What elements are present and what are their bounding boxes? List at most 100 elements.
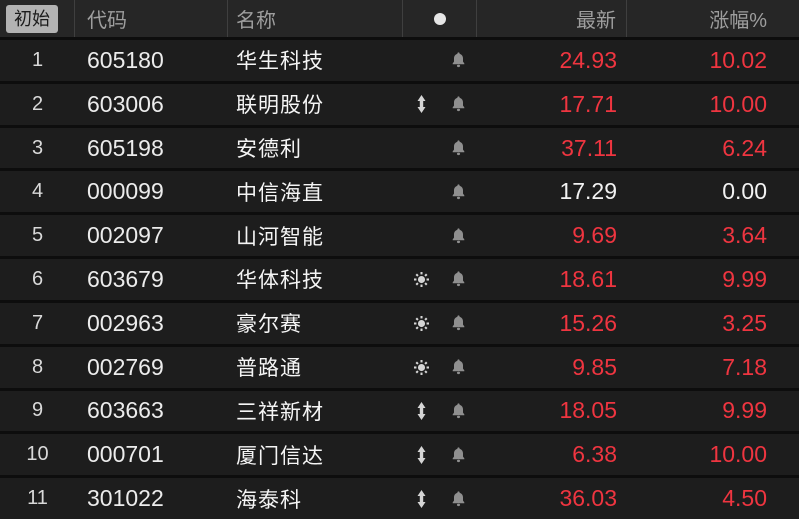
table-row[interactable]: 11 301022 海泰科 [0,478,799,519]
latest-price: 15.26 [559,309,617,336]
latest-price: 9.69 [572,222,617,249]
change-percent: 7.18 [722,353,767,380]
table-row[interactable]: 3 605198 安德利 [0,127,799,172]
row-icons [403,358,477,376]
stock-name: 华体科技 [236,269,324,293]
bell-icon[interactable] [440,402,477,420]
header-cell-initial: 初始 [0,0,75,37]
bell-icon[interactable] [440,446,477,464]
sun-icon [414,359,429,375]
table-row[interactable]: 10 000701 厦门信达 [0,434,799,479]
stock-code: 605180 [87,46,164,73]
stock-name: 普路通 [236,357,302,381]
rank-label: 2 [31,92,44,115]
rank-label: 8 [31,355,44,378]
bell-icon[interactable] [440,95,477,113]
bell-icon[interactable] [440,227,477,245]
rank-label: 7 [31,311,44,334]
bell-icon[interactable] [440,270,477,288]
stock-name: 中信海直 [236,181,324,205]
stock-code: 603663 [87,397,164,424]
table-row[interactable]: 1 605180 华生科技 [0,40,799,84]
table-row[interactable]: 7 002963 豪尔赛 [0,302,799,347]
stock-name: 联明股份 [236,94,324,118]
row-icons [403,139,477,157]
stock-code: 603006 [87,90,164,117]
stock-code: 603679 [87,265,164,292]
updown-arrow-icon [417,489,426,508]
updown-arrow-icon [417,401,426,420]
bell-icon[interactable] [440,183,477,201]
latest-price: 17.29 [559,178,617,205]
sun-icon [414,315,429,331]
header-cell-name[interactable]: 名称 [228,0,403,37]
bell-icon[interactable] [440,490,477,508]
rank-label: 4 [31,180,44,203]
stock-name: 山河智能 [236,225,324,249]
change-percent: 3.64 [722,222,767,249]
change-percent: 6.24 [722,134,767,161]
row-icons [403,95,477,114]
stock-type-icon [403,271,440,287]
latest-price: 17.71 [559,90,617,117]
updown-arrow-icon [417,445,426,464]
row-icons [403,183,477,201]
stock-code: 301022 [87,485,164,512]
row-icons [403,401,477,420]
updown-arrow-icon [417,95,426,114]
header-cell-code[interactable]: 代码 [75,0,228,37]
row-icons [403,51,477,69]
table-header: 初始 代码 名称 最新 涨幅% [0,0,799,40]
change-percent: 10.00 [709,441,767,468]
change-percent: 0.00 [722,178,767,205]
stock-code: 002963 [87,309,164,336]
change-percent: 10.02 [709,46,767,73]
rank-label: 3 [31,136,44,159]
latest-price: 24.93 [559,46,617,73]
header-cell-change[interactable]: 涨幅% [709,10,767,32]
rank-label: 1 [31,48,44,71]
latest-price: 6.38 [572,441,617,468]
change-percent: 10.00 [709,90,767,117]
latest-price: 9.85 [572,353,617,380]
initial-sort-button[interactable]: 初始 [6,4,58,33]
stock-code: 002769 [87,353,164,380]
change-percent: 9.99 [722,397,767,424]
table-row[interactable]: 6 603679 华体科技 [0,259,799,303]
change-percent: 9.99 [722,265,767,292]
table-row[interactable]: 2 603006 联明股份 [0,83,799,128]
bell-icon[interactable] [440,358,477,376]
dot-icon [433,12,446,25]
table-row[interactable]: 9 603663 三祥新材 [0,390,799,435]
table-row[interactable]: 8 002769 普路通 [0,346,799,391]
table-row[interactable]: 5 002097 山河智能 [0,215,799,260]
rank-label: 11 [27,487,48,510]
bell-icon[interactable] [440,51,477,69]
rank-label: 9 [31,399,44,422]
stock-name: 华生科技 [236,50,324,74]
stock-name: 三祥新材 [236,400,324,424]
stock-type-icon [403,489,440,508]
stock-type-icon [403,401,440,420]
row-icons [403,227,477,245]
rank-label: 6 [31,267,44,290]
stock-type-icon [403,359,440,375]
row-icons [403,445,477,464]
latest-price: 36.03 [559,485,617,512]
change-percent: 3.25 [722,309,767,336]
bell-icon[interactable] [440,139,477,157]
header-cell-latest[interactable]: 最新 [477,0,627,37]
stock-code: 000099 [87,178,164,205]
row-icons [403,489,477,508]
stock-code: 000701 [87,441,164,468]
stock-name: 安德利 [236,138,302,162]
stock-name: 豪尔赛 [236,313,302,337]
stock-name: 厦门信达 [236,444,324,468]
stock-type-icon [403,445,440,464]
row-icons [403,314,477,332]
header-cell-alerts [403,0,477,37]
table-row[interactable]: 4 000099 中信海直 [0,171,799,216]
stock-code: 002097 [87,222,164,249]
bell-icon[interactable] [440,314,477,332]
